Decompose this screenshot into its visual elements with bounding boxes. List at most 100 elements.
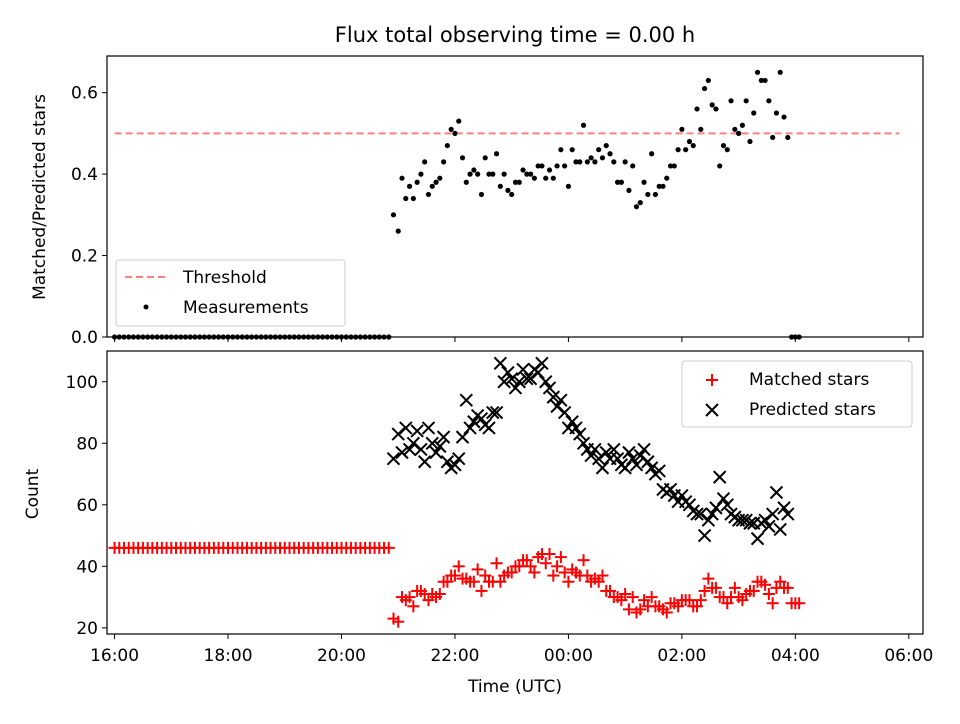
predicted-star-stroke-b	[501, 365, 515, 380]
measurement-point	[660, 183, 666, 189]
predicted-star-stroke-b	[395, 445, 409, 460]
predicted-star-stroke-b	[750, 531, 765, 546]
measurement-point	[743, 98, 749, 104]
top-y-tick-label: 0.6	[71, 84, 98, 104]
predicted-star-stroke-b	[433, 439, 447, 454]
predicted-star-stroke-b	[690, 507, 704, 521]
measurement-point	[410, 195, 416, 202]
predicted-star-point	[512, 375, 526, 389]
matched-star-point	[524, 560, 537, 573]
bottom-legend: Matched stars Predicted stars	[681, 360, 913, 428]
predicted-star-stroke-b	[569, 421, 583, 435]
measurement-point	[554, 163, 560, 169]
predicted-star-point	[539, 375, 553, 389]
x-tick-label: 22:00	[430, 646, 479, 666]
bottom-panel: Count Time (UTC) 20 40 60 80 100 16:00 18:00 2…	[23, 350, 933, 697]
measurement-point	[425, 191, 432, 198]
measurement-point	[588, 155, 594, 161]
measurement-point	[754, 69, 761, 75]
predicted-star-stroke-b	[762, 519, 776, 534]
predicted-star-stroke-b	[531, 365, 545, 380]
predicted-star-point	[599, 445, 613, 460]
predicted-star-point	[735, 513, 750, 527]
matched-star-point	[471, 563, 484, 576]
measurement-point	[459, 155, 466, 161]
measurement-point	[516, 179, 522, 185]
predicted-star-point	[508, 381, 523, 395]
predicted-star-stroke-b	[584, 448, 598, 463]
measurement-point	[577, 159, 583, 165]
predicted-star-point	[463, 421, 477, 435]
legend-matched-label: Matched stars	[749, 370, 869, 390]
x-tick-label: 00:00	[544, 646, 593, 666]
measurement-point	[456, 118, 462, 124]
predicted-star-point	[777, 501, 791, 515]
measurement-point	[524, 171, 530, 177]
predicted-star-stroke-b	[520, 371, 534, 386]
predicted-star-stroke-b	[459, 393, 474, 407]
measurement-point	[437, 175, 443, 181]
measurement-point	[422, 159, 428, 165]
measurement-point	[467, 171, 473, 177]
predicted-star-point	[402, 442, 417, 457]
matched-star-point	[448, 569, 461, 582]
predicted-star-stroke-b	[463, 421, 477, 435]
predicted-star-point	[641, 455, 655, 469]
top-legend-box	[115, 259, 346, 327]
predicted-star-point	[474, 411, 489, 426]
matched-star-point	[551, 560, 564, 573]
measurement-point	[433, 179, 439, 185]
predicted-star-stroke-b	[705, 507, 719, 521]
matched-star-point	[672, 600, 685, 613]
predicted-star-stroke-b	[644, 461, 659, 475]
predicted-star-point	[569, 421, 583, 435]
measurement-point	[546, 167, 553, 173]
measurement-point	[562, 163, 568, 169]
measurement-point	[614, 179, 621, 185]
x-tick-label: 06:00	[884, 646, 933, 666]
predicted-star-point	[637, 442, 651, 457]
matched-star-point	[645, 591, 658, 604]
matched-star-point	[728, 581, 741, 594]
measurement-point	[512, 179, 519, 185]
predicted-star-stroke-b	[410, 424, 424, 438]
measurement-point	[414, 179, 420, 185]
predicted-star-stroke-b	[682, 498, 697, 512]
measurement-point	[671, 163, 677, 169]
predicted-star-point	[675, 488, 689, 503]
predicted-star-stroke-b	[440, 455, 455, 469]
measurement-point	[611, 159, 617, 165]
predicted-star-stroke-b	[512, 375, 526, 389]
measurement-point	[539, 163, 545, 169]
bottom-y-ticks: 20 40 60 80 100	[66, 373, 107, 639]
measurement-point	[501, 171, 507, 177]
measurement-point	[649, 151, 655, 157]
matched-star-point	[539, 557, 552, 570]
legend-threshold-label: Threshold	[182, 268, 267, 288]
matched-star-point	[766, 597, 779, 610]
predicted-star-stroke-b	[663, 482, 678, 497]
measurement-point	[622, 159, 628, 165]
legend-predicted-label: Predicted stars	[749, 400, 876, 420]
chart-title: Flux total observing time = 0.00 h	[335, 23, 695, 47]
matched-star-point	[759, 578, 772, 591]
measurement-point	[599, 155, 606, 161]
predicted-star-point	[701, 513, 716, 527]
measurement-point	[486, 171, 492, 177]
top-y-tick-label: 0.4	[71, 165, 98, 185]
measurement-point	[690, 142, 696, 149]
predicted-star-point	[414, 442, 428, 457]
measurement-point	[645, 191, 651, 198]
predicted-star-stroke-b	[482, 421, 496, 435]
predicted-star-point	[516, 362, 530, 377]
matched-star-point	[441, 575, 454, 588]
top-y-tick-label: 0.2	[71, 247, 98, 267]
measurement-point	[732, 126, 738, 132]
predicted-star-point	[565, 415, 579, 429]
predicted-star-point	[607, 442, 621, 457]
predicted-star-point	[546, 390, 561, 404]
predicted-star-stroke-b	[550, 399, 564, 414]
bottom-y-axis-label: Count	[23, 468, 43, 519]
x-tick-label: 02:00	[657, 646, 706, 666]
matched-star-point	[490, 557, 503, 570]
